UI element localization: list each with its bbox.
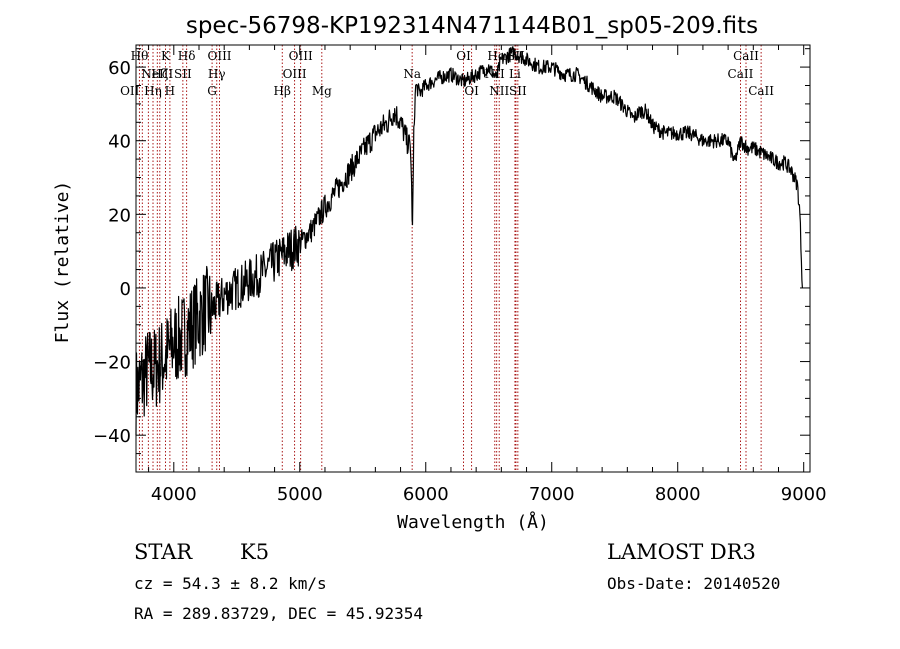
spectral-line-label: OII — [120, 84, 140, 98]
y-tick-label: 40 — [108, 132, 131, 153]
spectral-line-label: Hα — [487, 49, 506, 63]
spectral-line-label: Hη — [144, 84, 162, 98]
spectral-line-label: NII — [489, 84, 509, 98]
observation-date: Obs-Date: 20140520 — [607, 574, 781, 593]
sky-coordinates: RA = 289.83729, DEC = 45.92354 — [134, 604, 423, 623]
redshift-velocity: cz = 54.3 ± 8.2 km/s — [134, 574, 327, 593]
y-tick-label: 20 — [108, 205, 131, 226]
x-axis-ticks: 4000 5000 6000 7000 8000 9000 — [148, 45, 827, 505]
y-tick-label: −20 — [93, 353, 131, 374]
y-axis-ticks: −40 −20 0 20 40 60 — [93, 48, 810, 455]
spectral-line-label: Hγ — [208, 67, 226, 81]
x-tick-label: 5000 — [277, 484, 323, 505]
spectral-line-label: Hδ — [178, 49, 196, 63]
spectral-line-label: SII — [174, 67, 192, 81]
spectral-line-label: OIII — [283, 67, 307, 81]
y-axis-label: Flux (relative) — [52, 181, 73, 344]
spectral-line-label: CaII — [733, 49, 759, 63]
spectral-line-label: OI — [456, 49, 471, 63]
spectral-line-label: Li — [509, 67, 521, 81]
y-tick-label: 0 — [120, 279, 131, 300]
plot-frame — [135, 44, 811, 473]
spectral-line-label: K — [161, 49, 171, 63]
y-tick-label: −40 — [93, 426, 131, 447]
x-tick-label: 4000 — [151, 484, 197, 505]
spectral-line-label: Hβ — [274, 84, 291, 98]
object-subclass: K5 — [240, 540, 270, 564]
y-tick-label: 60 — [108, 58, 131, 79]
spectral-line-markers — [138, 45, 762, 472]
flux-series-line — [135, 46, 803, 436]
x-tick-label: 9000 — [781, 484, 827, 505]
spectral-line-label: NeIII — [141, 67, 173, 81]
spectral-line-label: OIII — [289, 49, 313, 63]
spectral-line-label: CaII — [728, 67, 754, 81]
x-tick-label: 8000 — [655, 484, 701, 505]
spectral-line-label: OIII — [207, 49, 231, 63]
spectral-line-label: G — [207, 84, 217, 98]
survey-name: LAMOST DR3 — [607, 540, 756, 564]
spectral-line-label: CaII — [748, 84, 774, 98]
spectral-line-label: Hζ — [151, 67, 168, 81]
spectral-line-label: H — [165, 84, 175, 98]
object-class: STAR — [134, 540, 193, 564]
x-tick-label: 6000 — [403, 484, 449, 505]
x-tick-label: 7000 — [529, 484, 575, 505]
x-axis-label: Wavelength (Å) — [397, 511, 549, 533]
chart-title: spec-56798-KP192314N471144B01_sp05-209.f… — [186, 13, 758, 39]
spectral-line-label: Hθ — [131, 49, 149, 63]
spectral-line-label: OI — [464, 84, 479, 98]
spectral-line-label: Mg — [312, 84, 332, 98]
spectral-line-label: SII — [509, 84, 527, 98]
spectral-line-label: Na — [403, 67, 421, 81]
